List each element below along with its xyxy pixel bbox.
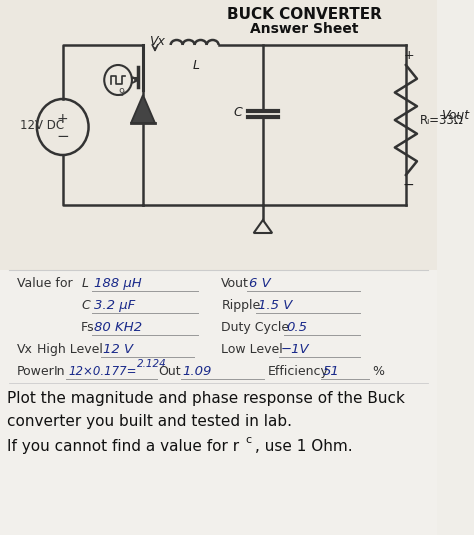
Bar <box>0 270 438 535</box>
Text: 1.5 V: 1.5 V <box>258 299 292 312</box>
Polygon shape <box>131 95 155 123</box>
Text: 80 KH2: 80 KH2 <box>94 321 142 334</box>
Text: Vx: Vx <box>149 35 165 48</box>
Text: 12×0.177=: 12×0.177= <box>68 365 137 378</box>
Text: 12V DC: 12V DC <box>20 118 64 132</box>
Bar <box>0 0 438 270</box>
Text: %: % <box>373 365 385 378</box>
Text: , use 1 Ohm.: , use 1 Ohm. <box>255 439 352 454</box>
Text: Plot the magnitude and phase response of the Buck: Plot the magnitude and phase response of… <box>8 391 405 406</box>
Text: 9: 9 <box>118 88 125 98</box>
Text: 2.124: 2.124 <box>137 359 166 369</box>
Text: BUCK CONVERTER: BUCK CONVERTER <box>227 7 382 22</box>
Text: 188 μH: 188 μH <box>94 277 142 290</box>
Text: Answer Sheet: Answer Sheet <box>250 22 359 36</box>
Text: Low Level: Low Level <box>221 343 283 356</box>
Text: L: L <box>193 59 200 72</box>
Text: Out: Out <box>159 365 181 378</box>
Text: High Level: High Level <box>37 343 103 356</box>
Text: C: C <box>234 105 243 118</box>
Text: 0.5: 0.5 <box>286 321 307 334</box>
Text: +: + <box>403 49 414 62</box>
Text: Duty Cycle: Duty Cycle <box>221 321 290 334</box>
Text: If you cannot find a value for r: If you cannot find a value for r <box>8 439 239 454</box>
Text: 12 V: 12 V <box>103 343 134 356</box>
Text: Power: Power <box>17 365 55 378</box>
Text: 6 V: 6 V <box>249 277 271 290</box>
Text: 3.2 μF: 3.2 μF <box>94 299 136 312</box>
Text: Fs: Fs <box>81 321 95 334</box>
Text: c: c <box>246 435 252 445</box>
Text: converter you built and tested in lab.: converter you built and tested in lab. <box>8 414 292 429</box>
Text: −: − <box>403 178 414 192</box>
Text: +: + <box>57 112 69 126</box>
Text: Vout: Vout <box>221 277 249 290</box>
Text: L: L <box>81 277 88 290</box>
Text: 1.09: 1.09 <box>182 365 212 378</box>
Text: Vout: Vout <box>441 109 469 121</box>
Text: 51: 51 <box>323 365 340 378</box>
Text: Value for: Value for <box>17 277 72 290</box>
Text: −1V: −1V <box>281 343 309 356</box>
Text: −: − <box>56 128 69 143</box>
Text: Vx: Vx <box>17 343 33 356</box>
Text: Efficiency: Efficiency <box>267 365 328 378</box>
Text: Rₗ=33Ω: Rₗ=33Ω <box>420 113 464 126</box>
Text: In: In <box>54 365 65 378</box>
Text: Ripple: Ripple <box>221 299 261 312</box>
Text: C: C <box>81 299 90 312</box>
